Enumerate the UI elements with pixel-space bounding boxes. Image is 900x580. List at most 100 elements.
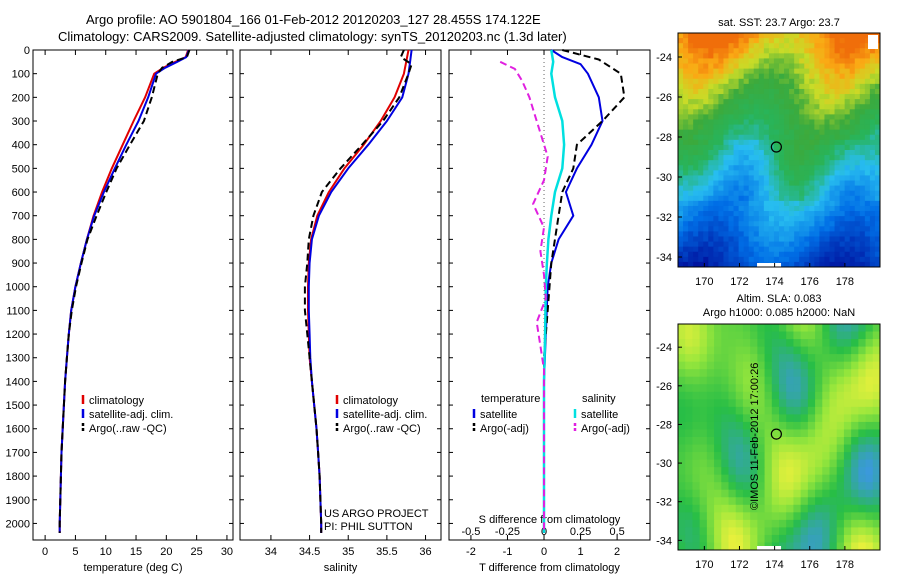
legend-label-salinity-1: satellite-adj. clim. xyxy=(343,409,427,421)
x-tick-label-difference-3: 1 xyxy=(578,546,584,558)
y-tick-label-16: 1600 xyxy=(6,424,30,436)
x-tick-label-salinity-4: 36 xyxy=(419,546,431,558)
series-salinity-1 xyxy=(307,49,413,533)
sst-map-x-tick-label-3: 176 xyxy=(801,276,819,288)
sst-map-x-tick-label-4: 178 xyxy=(836,276,854,288)
legend-label-diff-3: Argo(-adj) xyxy=(581,423,630,435)
legend-label-salinity-2: Argo(..raw -QC) xyxy=(343,423,421,435)
x-tick-label-temperature-4: 20 xyxy=(160,546,172,558)
x-tick-label-difference-2: 0 xyxy=(541,546,547,558)
s-diff-axis-label: S difference from climatology xyxy=(479,514,621,526)
x-tick-label-temperature-0: 0 xyxy=(42,546,48,558)
legend-label-temperature-2: Argo(..raw -QC) xyxy=(89,423,167,435)
sst-map-y-tick-label-4: -32 xyxy=(656,212,672,224)
sst-map-y-tick-label-3: -30 xyxy=(656,172,672,184)
salinity-x-axis-label: salinity xyxy=(324,562,358,574)
y-tick-label-0: 0 xyxy=(24,45,30,57)
sla-map-y-tick-label-3: -30 xyxy=(656,458,672,470)
sla-map-y-tick-label-4: -32 xyxy=(656,497,672,509)
y-tick-label-8: 800 xyxy=(12,234,30,246)
panel-temperature: 0 5 10 15 20 25 300100200300400500600700800900… xyxy=(6,45,234,574)
sla-map-x-tick-label-2: 174 xyxy=(765,559,783,571)
sst-map-y-tick-label-5: -34 xyxy=(656,252,672,264)
sst-map: 170 172 174 176 178 -24 -26 -28 -30 -32 -34 sat. SS… xyxy=(656,17,881,288)
sla-map-title-2: Argo h1000: 0.085 h2000: NaN xyxy=(703,307,855,319)
sst-map-title: sat. SST: 23.7 Argo: 23.7 xyxy=(718,17,840,29)
legend-label-diff-0: satellite xyxy=(480,409,517,421)
legend-title-temperature: temperature xyxy=(481,393,540,405)
s-diff-tick-label-1: -0.25 xyxy=(495,526,520,538)
x-tick-label-temperature-1: 5 xyxy=(72,546,78,558)
argo-float-marker xyxy=(770,141,782,153)
legend-label-diff-2: satellite xyxy=(581,409,618,421)
y-tick-label-12: 1200 xyxy=(6,329,30,341)
y-tick-label-20: 2000 xyxy=(6,518,30,530)
y-tick-label-1: 100 xyxy=(12,69,30,81)
y-tick-label-17: 1700 xyxy=(6,447,30,459)
land-patch-top-right xyxy=(868,35,878,49)
sst-map-y-tick-label-0: -24 xyxy=(656,52,672,64)
y-tick-label-10: 1000 xyxy=(6,282,30,294)
series-temperature-2 xyxy=(58,49,191,533)
series-difference-3 xyxy=(499,60,549,533)
s-diff-tick-label-0: -0.5 xyxy=(461,526,480,538)
x-tick-label-salinity-0: 34 xyxy=(265,546,277,558)
legend-label-temperature-0: climatology xyxy=(89,395,145,407)
legend-label-diff-1: Argo(-adj) xyxy=(480,423,529,435)
x-tick-label-difference-1: -1 xyxy=(503,546,513,558)
y-tick-label-3: 300 xyxy=(12,116,30,128)
x-tick-label-difference-0: -2 xyxy=(466,546,476,558)
coastline-patch xyxy=(757,546,782,550)
y-tick-label-13: 1300 xyxy=(6,353,30,365)
series-difference-1 xyxy=(543,49,626,533)
sla-map-y-tick-label-2: -28 xyxy=(656,419,672,431)
x-tick-label-salinity-1: 34.5 xyxy=(299,546,320,558)
imos-credit: ©IMOS 11-Feb-2012 17:00:26 xyxy=(748,362,761,510)
sla-map-field xyxy=(678,324,881,551)
x-tick-label-salinity-3: 35.5 xyxy=(376,546,397,558)
sla-map-x-tick-label-4: 178 xyxy=(836,559,854,571)
y-tick-label-9: 900 xyxy=(12,258,30,270)
y-tick-label-5: 500 xyxy=(12,163,30,175)
sst-map-field xyxy=(678,33,881,268)
x-tick-label-temperature-6: 30 xyxy=(221,546,233,558)
sst-map-x-tick-label-0: 170 xyxy=(695,276,713,288)
x-tick-label-temperature-2: 10 xyxy=(100,546,112,558)
coastline-patch xyxy=(757,263,782,267)
salinity-axes-box xyxy=(239,49,442,541)
difference-x-axis-label: T difference from climatology xyxy=(479,562,620,574)
sla-map-y-tick-label-5: -34 xyxy=(656,535,672,547)
y-tick-label-19: 1900 xyxy=(6,495,30,507)
title-line-1: Argo profile: AO 5901804_166 01-Feb-2012… xyxy=(86,12,541,27)
legend-title-salinity: salinity xyxy=(582,393,616,405)
y-tick-label-18: 1800 xyxy=(6,471,30,483)
temperature-x-axis-label: temperature (deg C) xyxy=(83,562,182,574)
series-difference-2 xyxy=(542,49,566,533)
y-tick-label-11: 1100 xyxy=(6,305,30,317)
sla-map-y-tick-label-0: -24 xyxy=(656,342,672,354)
x-tick-label-salinity-2: 35 xyxy=(342,546,354,558)
title-line-2: Climatology: CARS2009. Satellite-adjuste… xyxy=(58,29,567,44)
sst-map-x-tick-label-1: 172 xyxy=(730,276,748,288)
series-salinity-2 xyxy=(303,49,413,533)
sla-map-title: Altim. SLA: 0.083 xyxy=(737,293,822,305)
x-tick-label-difference-4: 2 xyxy=(614,546,620,558)
legend-label-salinity-0: climatology xyxy=(343,395,399,407)
s-diff-tick-label-3: 0.25 xyxy=(570,526,591,538)
sla-map-x-tick-label-0: 170 xyxy=(695,559,713,571)
s-diff-tick-label-4: 0.5 xyxy=(609,526,624,538)
y-tick-label-4: 400 xyxy=(12,140,30,152)
x-tick-label-temperature-5: 25 xyxy=(191,546,203,558)
sla-map-y-tick-label-1: -26 xyxy=(656,381,672,393)
y-tick-label-7: 700 xyxy=(12,211,30,223)
project-annotation-0: US ARGO PROJECT xyxy=(324,508,429,520)
sst-map-y-tick-label-2: -28 xyxy=(656,132,672,144)
y-tick-label-14: 1400 xyxy=(6,376,30,388)
sla-map-axes-box xyxy=(677,323,881,551)
y-tick-label-15: 1500 xyxy=(6,400,30,412)
y-tick-label-2: 200 xyxy=(12,92,30,104)
sst-map-x-tick-label-2: 174 xyxy=(765,276,783,288)
project-annotation-1: PI: PHIL SUTTON xyxy=(324,521,413,533)
panel-salinity: 34 34.5 35 35.5 36 salinity climatology satelli… xyxy=(239,49,442,574)
